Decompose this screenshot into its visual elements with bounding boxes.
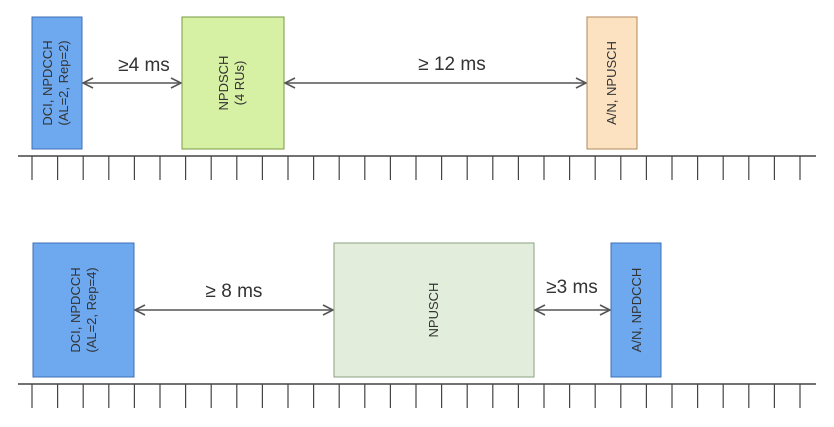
dl-ack-label: A/N, NPUSCH (604, 41, 619, 125)
ul-gap1-label: ≥ 8 ms (206, 281, 263, 302)
ul-ack-npdcch-box (610, 242, 662, 378)
dl-npdsch-label-line2: (4 RUs) (232, 61, 247, 106)
dl-dci-label-line1: DCI, NPDCCH (40, 40, 55, 125)
dl-gap1-label: ≥4 ms (118, 55, 170, 76)
dl-gap2-label: ≥ 12 ms (418, 54, 485, 75)
ul-ack-label: A/N, NPDCCH (629, 268, 644, 353)
ul-dci-label-line1: DCI, NPDCCH (68, 267, 83, 352)
ul-gap2-label: ≥3 ms (546, 277, 598, 298)
dl-timeline (18, 155, 816, 180)
downlink-scheduling: DCI, NPDCCH (AL=2, Rep=2) ≥4 ms NPDSCH (… (18, 16, 816, 180)
ul-timeline (18, 383, 816, 408)
ul-npusch-label: NPUSCH (426, 283, 441, 338)
ul-dci-label-line2: (AL=2, Rep=4) (84, 267, 99, 352)
uplink-scheduling: DCI, NPDCCH (AL=2, Rep=4) ≥ 8 ms NPUSCH … (18, 242, 816, 408)
dl-npdsch-label-line1: NPDSCH (216, 56, 231, 111)
dl-npdsch-box (181, 16, 285, 150)
dl-ack-npusch-box (586, 16, 638, 150)
dl-dci-label-line2: (AL=2, Rep=2) (56, 40, 71, 125)
dl-dci-npdcch-box (31, 16, 83, 150)
ul-npusch-box (333, 242, 535, 378)
